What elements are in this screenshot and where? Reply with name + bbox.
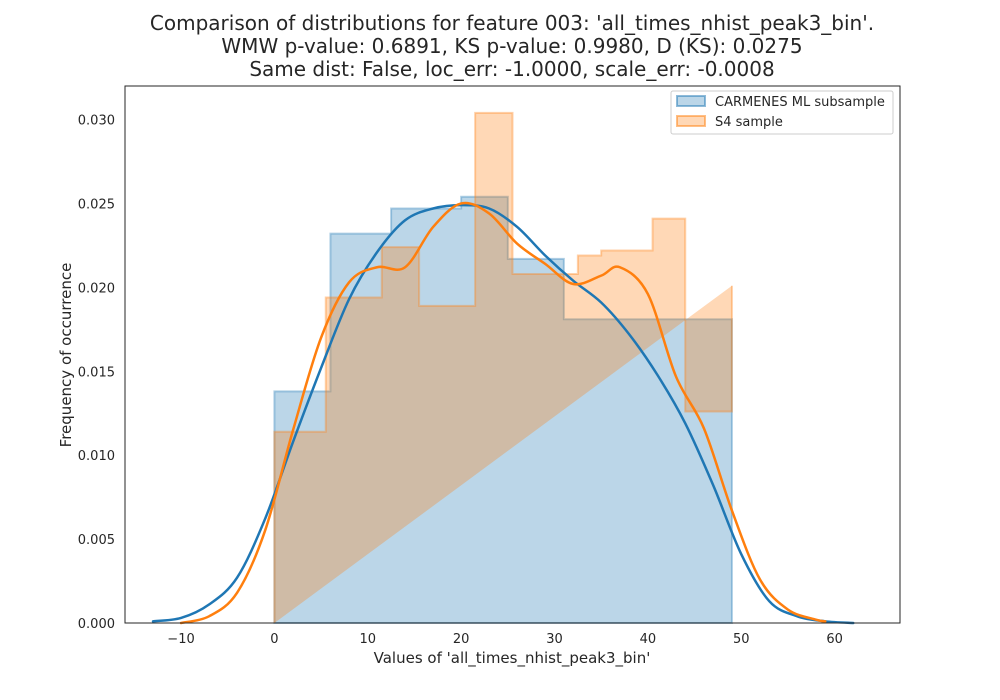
x-tick-label: 20	[453, 632, 470, 647]
kde-line-series-1	[179, 201, 827, 625]
y-tick-label: 0.025	[78, 197, 115, 212]
x-tick-label: 60	[826, 632, 843, 647]
x-tick-label: −10	[167, 632, 194, 647]
histogram-series-1	[273, 111, 733, 623]
histogram-bars	[273, 111, 733, 624]
y-tick-label: 0.005	[78, 533, 115, 548]
legend-label-s4: S4 sample	[715, 115, 783, 130]
x-tick-label: 50	[733, 632, 750, 647]
legend-swatch-carmenes	[676, 95, 706, 107]
histogram-series-0	[273, 195, 733, 624]
chart-title-line-2: WMW p-value: 0.6891, KS p-value: 0.9980,…	[221, 34, 802, 58]
y-tick-label: 0.000	[78, 617, 115, 632]
x-axis-label: Values of 'all_times_nhist_peak3_bin'	[374, 649, 651, 668]
y-tick-label: 0.015	[78, 365, 115, 380]
legend: CARMENES ML subsample S4 sample	[670, 90, 894, 135]
y-axis-label: Frequency of occurrence	[57, 263, 75, 448]
y-axis-ticks: 0.000 0.005 0.010 0.015 0.020 0.025 0.030	[78, 114, 115, 632]
x-tick-label: 10	[359, 632, 376, 647]
y-tick-label: 0.020	[78, 281, 115, 296]
legend-swatch-s4	[676, 115, 706, 127]
y-tick-label: 0.030	[78, 114, 115, 129]
kde-line-series-0	[151, 203, 855, 625]
x-tick-label: 0	[270, 632, 278, 647]
legend-box	[670, 90, 894, 135]
legend-label-carmenes: CARMENES ML subsample	[715, 95, 885, 110]
chart-title-line-1: Comparison of distributions for feature …	[150, 11, 874, 35]
y-tick-label: 0.010	[78, 449, 115, 464]
kde-curves	[151, 201, 855, 625]
x-tick-label: 30	[546, 632, 563, 647]
x-tick-label: 40	[640, 632, 657, 647]
plot-frame	[124, 85, 901, 624]
chart-title-line-3: Same dist: False, loc_err: -1.0000, scal…	[249, 57, 774, 81]
x-axis-ticks: −10 0 10 20 30 40 50 60	[167, 632, 843, 647]
